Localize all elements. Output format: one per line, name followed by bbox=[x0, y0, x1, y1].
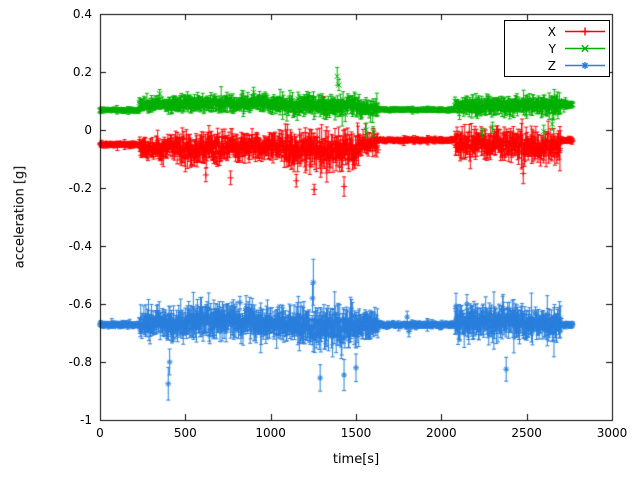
y-tick-label: -0.2 bbox=[68, 181, 92, 195]
legend-entry-y: Y bbox=[508, 40, 606, 57]
y-tick-label: 0.4 bbox=[72, 7, 92, 21]
x-tick-label: 2000 bbox=[426, 426, 457, 440]
legend-label: Z bbox=[547, 58, 556, 73]
y-axis-title: acceleration [g] bbox=[12, 165, 28, 269]
x-tick-label: 1500 bbox=[340, 426, 372, 440]
y-tick-label: 0.2 bbox=[72, 65, 92, 79]
y-tick-label: -0.8 bbox=[68, 355, 92, 369]
legend-sample-plus-icon bbox=[565, 27, 605, 36]
y-tick-label: 0 bbox=[84, 123, 92, 137]
y-tick-label: -0.6 bbox=[68, 297, 92, 311]
x-tick-label: 2500 bbox=[511, 426, 542, 440]
x-tick-label: 0 bbox=[96, 426, 104, 440]
x-tick-label: 1000 bbox=[255, 426, 286, 440]
legend-sample-asterisk-icon bbox=[565, 62, 605, 69]
legend-entry-z: Z bbox=[508, 57, 606, 74]
y-tick-label: -1 bbox=[80, 413, 92, 427]
legend-sample-cross-icon bbox=[565, 44, 605, 53]
legend-label: X bbox=[547, 24, 556, 39]
x-axis-title: time[s] bbox=[332, 452, 380, 467]
legend-entry-x: X bbox=[508, 23, 606, 40]
x-tick-label: 500 bbox=[173, 426, 197, 440]
y-tick-label: -0.4 bbox=[68, 239, 92, 253]
x-tick-label: 3000 bbox=[596, 426, 628, 440]
legend-label: Y bbox=[548, 41, 556, 56]
